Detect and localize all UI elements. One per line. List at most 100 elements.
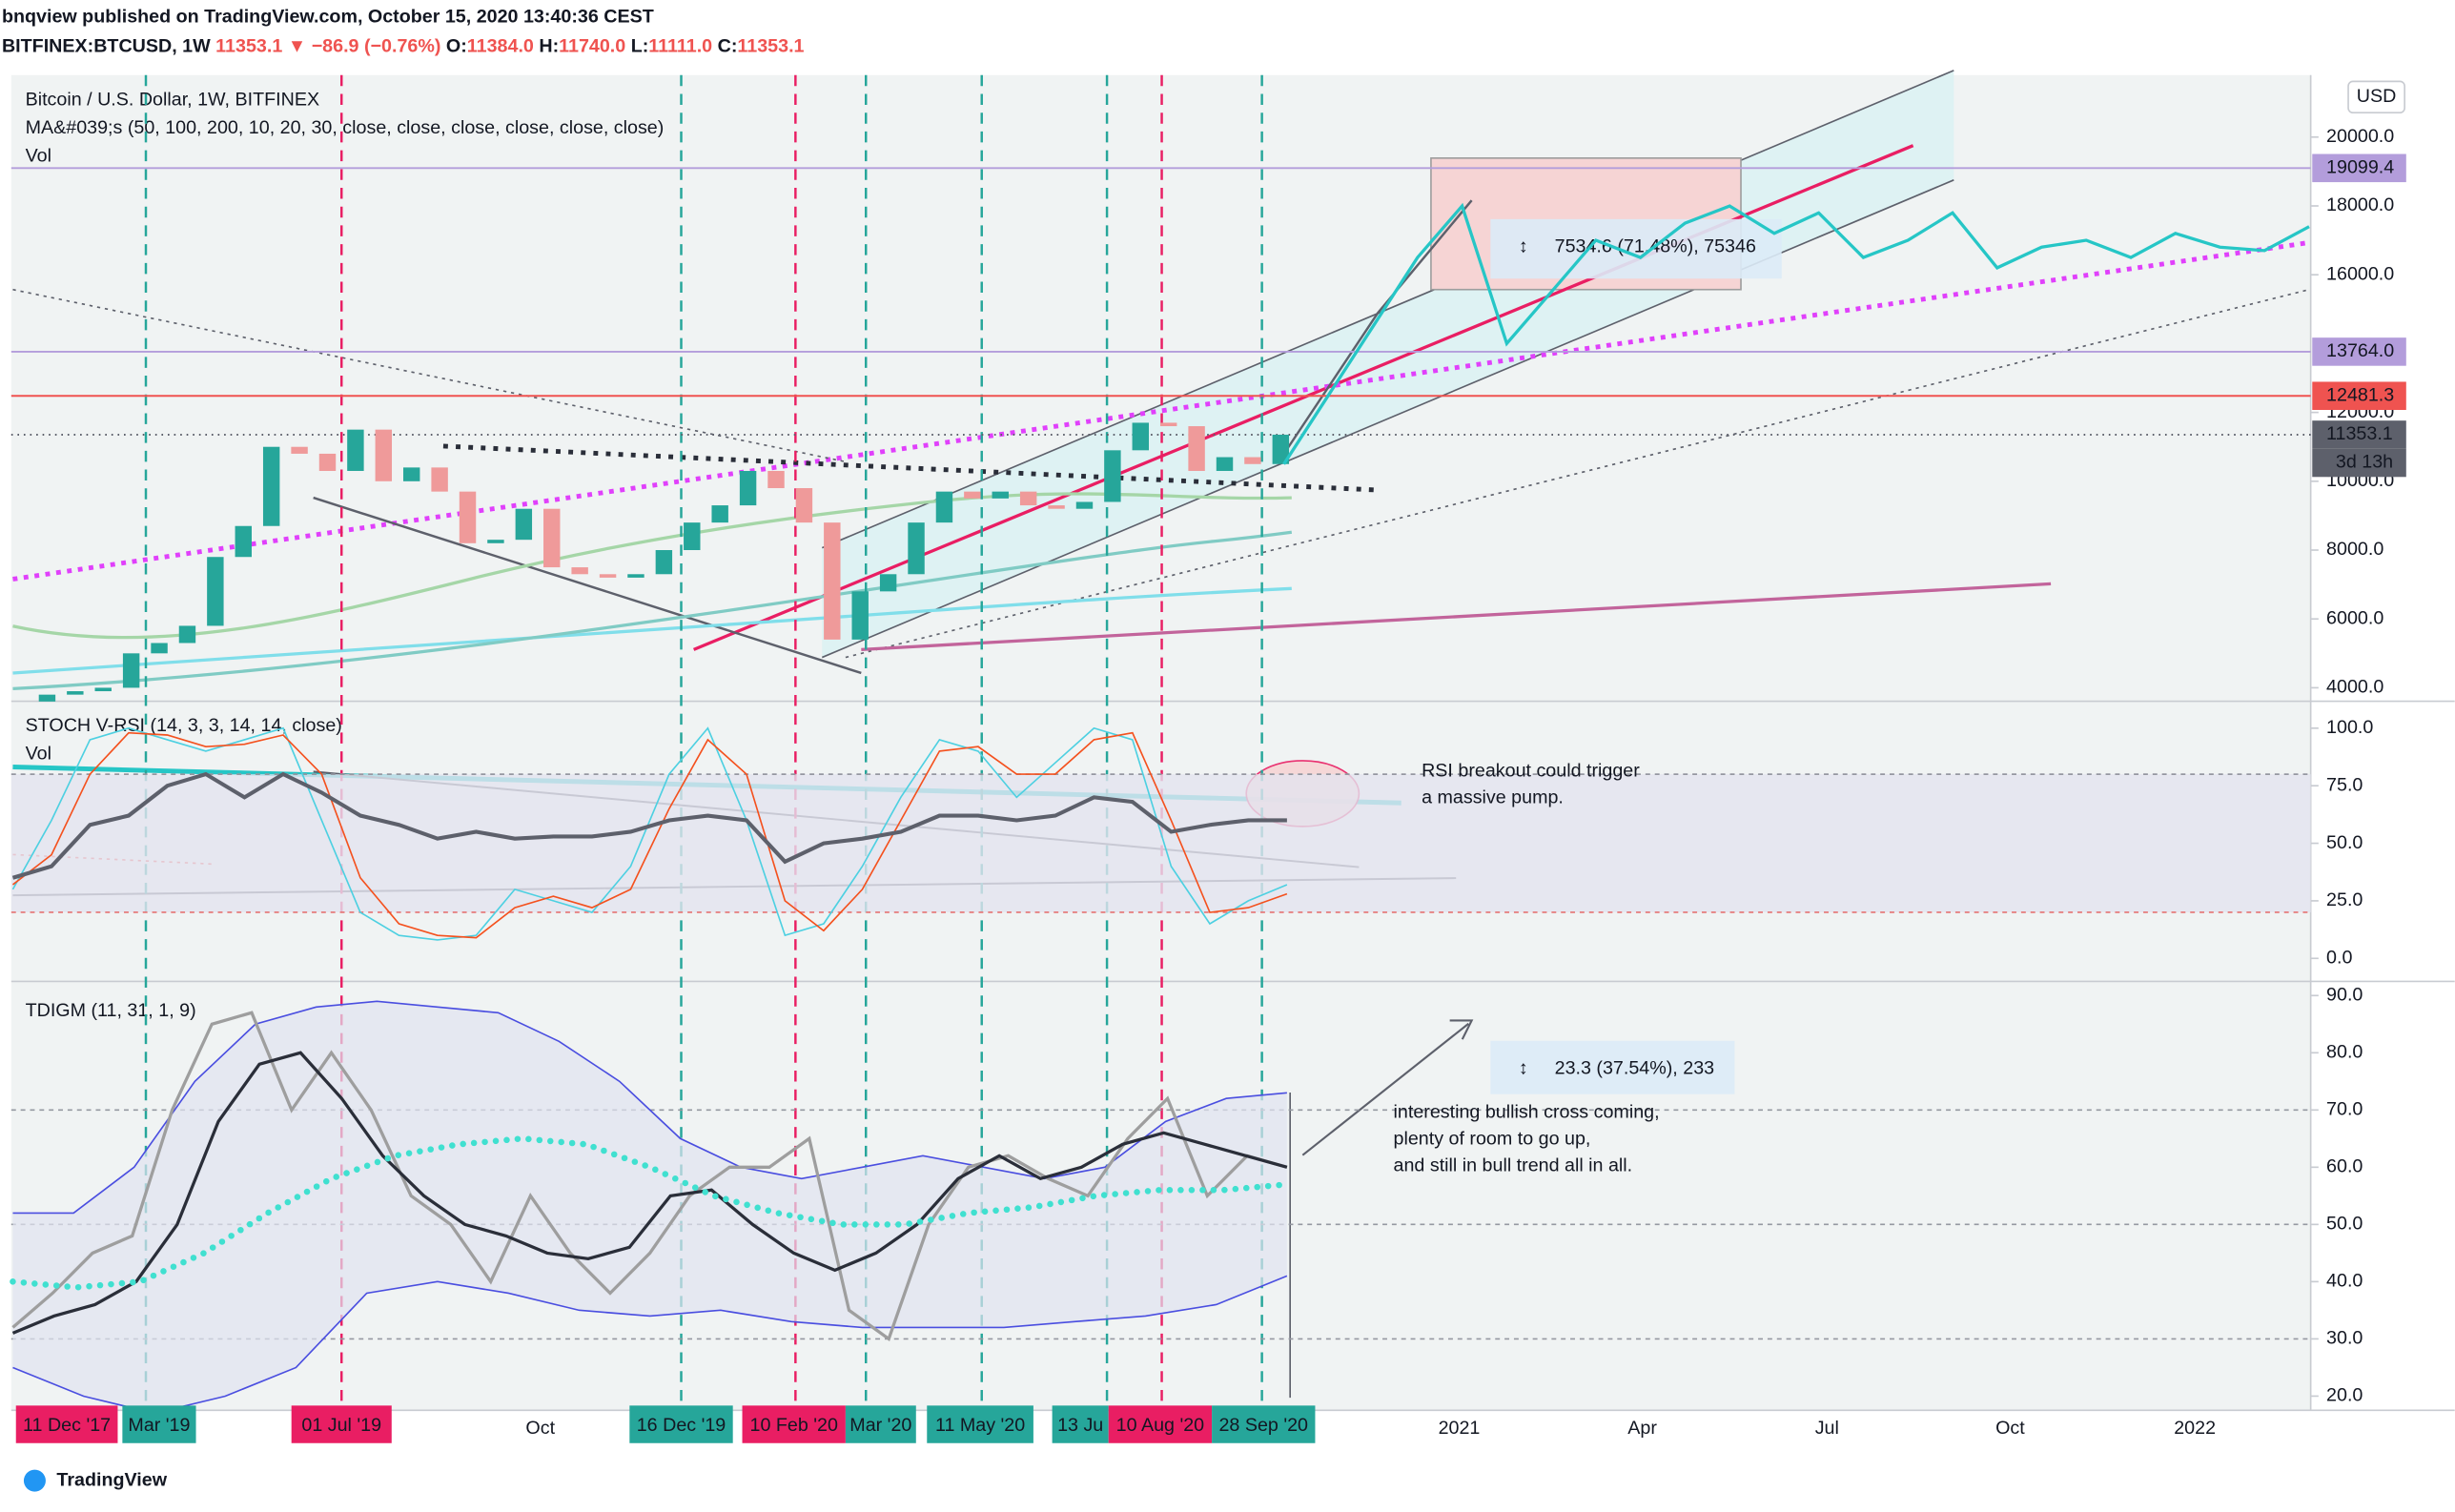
- y-tick-label: 6000.0: [2326, 607, 2383, 628]
- symbol-line: BITFINEX:BTCUSD, 1W 11353.1 ▼ −86.9 (−0.…: [2, 35, 805, 56]
- time-label: 11 Dec '17: [23, 1415, 111, 1436]
- measure-icon: ↕: [1519, 236, 1528, 257]
- candle-body: [908, 522, 925, 575]
- candle-body: [347, 429, 364, 471]
- annotation: and still in bull trend all in all.: [1394, 1154, 1633, 1175]
- time-label-box: [927, 1405, 1033, 1443]
- ohlc-key: H:: [539, 35, 559, 56]
- trend-line: [313, 496, 862, 675]
- y-tick-label: 50.0: [2326, 1214, 2363, 1235]
- y-tick-label: 25.0: [2326, 889, 2363, 910]
- ohlc-value: 11111.0: [648, 35, 712, 56]
- annotation: plenty of room to go up,: [1394, 1128, 1591, 1149]
- series-line: [11, 1011, 1288, 1342]
- price-label: 13764.0: [2326, 340, 2394, 361]
- time-label: Oct: [1995, 1418, 2025, 1439]
- candle-body: [515, 508, 533, 541]
- candle-body: [151, 643, 168, 654]
- candle-body: [1132, 422, 1150, 451]
- y-tick-label: 20.0: [2326, 1385, 2363, 1406]
- y-tick-label: 16000.0: [2326, 263, 2394, 284]
- candle-body: [1216, 457, 1234, 471]
- candle-body: [375, 429, 393, 481]
- time-label: Mar '19: [128, 1415, 190, 1436]
- time-label: 10 Aug '20: [1116, 1415, 1204, 1436]
- candle-body: [824, 522, 841, 640]
- candle-body: [655, 550, 673, 575]
- trend-line: [845, 288, 2310, 659]
- y-tick-label: 100.0: [2326, 717, 2373, 738]
- time-label: 28 Sep '20: [1218, 1415, 1308, 1436]
- time-label: 16 Dec '19: [637, 1415, 726, 1436]
- footer-brand: TradingView: [56, 1469, 167, 1490]
- ohlc-value: 11353.1: [737, 35, 804, 56]
- footer-logo: [23, 1469, 46, 1492]
- y-tick-label: 40.0: [2326, 1271, 2363, 1292]
- candle-body: [67, 691, 84, 695]
- price-label-box: [2312, 153, 2406, 183]
- candle-body: [318, 453, 337, 471]
- y-tick-label: 50.0: [2326, 832, 2363, 853]
- y-tick-label: 75.0: [2326, 774, 2363, 795]
- annotation: RSI breakout could trigger: [1422, 761, 1640, 782]
- ohlc-value: 11740.0: [559, 35, 625, 56]
- price-label-box: [2312, 337, 2406, 366]
- series-line: [12, 1000, 1287, 1215]
- candle-body: [1104, 450, 1121, 502]
- price-label-box: [2312, 381, 2406, 411]
- trend-line: [12, 288, 847, 463]
- moving-average: [12, 586, 1292, 675]
- price-label: 11353.1: [2326, 423, 2393, 444]
- candle-body: [1188, 426, 1205, 471]
- candle-body: [487, 540, 504, 543]
- candle-body: [262, 446, 280, 526]
- price-label: 12481.3: [2326, 384, 2394, 405]
- time-label-box: [1108, 1405, 1213, 1443]
- indicator-title: STOCH V-RSI (14, 3, 3, 14, 14, close): [26, 715, 342, 736]
- series-line: [11, 771, 1287, 880]
- ohlc-key: C:: [718, 35, 738, 56]
- band-fill: [10, 774, 2311, 912]
- time-label: Jul: [1815, 1418, 1839, 1439]
- candle-body: [684, 522, 701, 551]
- time-label-box: [291, 1405, 392, 1443]
- candle-body: [94, 687, 112, 692]
- chart-title: Bitcoin / U.S. Dollar, 1W, BITFINEX: [26, 89, 320, 110]
- publisher-line: bnqview published on TradingView.com, Oc…: [2, 6, 654, 27]
- candle-body: [627, 574, 644, 578]
- candle-body: [599, 574, 617, 578]
- measure-label: 23.3 (37.54%), 233: [1555, 1058, 1715, 1079]
- y-tick-label: 8000.0: [2326, 539, 2383, 560]
- time-label-box: [1052, 1405, 1109, 1443]
- candle-body: [935, 491, 953, 523]
- time-label-box: [15, 1405, 118, 1443]
- candle-body: [122, 653, 140, 688]
- y-tick-label: 30.0: [2326, 1328, 2363, 1349]
- candle-body: [795, 488, 813, 523]
- time-label: 2022: [2174, 1418, 2216, 1439]
- candle-body: [879, 574, 897, 592]
- candle-body: [767, 470, 785, 489]
- annotation: interesting bullish cross coming,: [1394, 1102, 1660, 1123]
- candle-body: [291, 446, 308, 454]
- candle-body: [711, 505, 728, 523]
- ohlc-value: 11384.0: [467, 35, 534, 56]
- measure-icon: ↕: [1519, 1058, 1528, 1079]
- indicator-legend: Vol: [26, 744, 51, 765]
- arrow-line: [1301, 1022, 1470, 1156]
- countdown-label: 3d 13h: [2336, 452, 2393, 473]
- y-tick-label: 70.0: [2326, 1099, 2363, 1120]
- candle-body: [38, 694, 56, 702]
- symbol: BITFINEX:BTCUSD, 1W: [2, 35, 211, 56]
- candle-body: [1048, 505, 1065, 509]
- ohlc-key: L:: [631, 35, 649, 56]
- y-tick-label: 18000.0: [2326, 194, 2394, 215]
- time-label-box: [742, 1405, 846, 1443]
- time-label: 2021: [1439, 1418, 1481, 1439]
- y-tick-label: 90.0: [2326, 984, 2363, 1005]
- series-line: [11, 1051, 1288, 1335]
- ohlc-key: O:: [446, 35, 467, 56]
- trend-line: [442, 443, 1375, 493]
